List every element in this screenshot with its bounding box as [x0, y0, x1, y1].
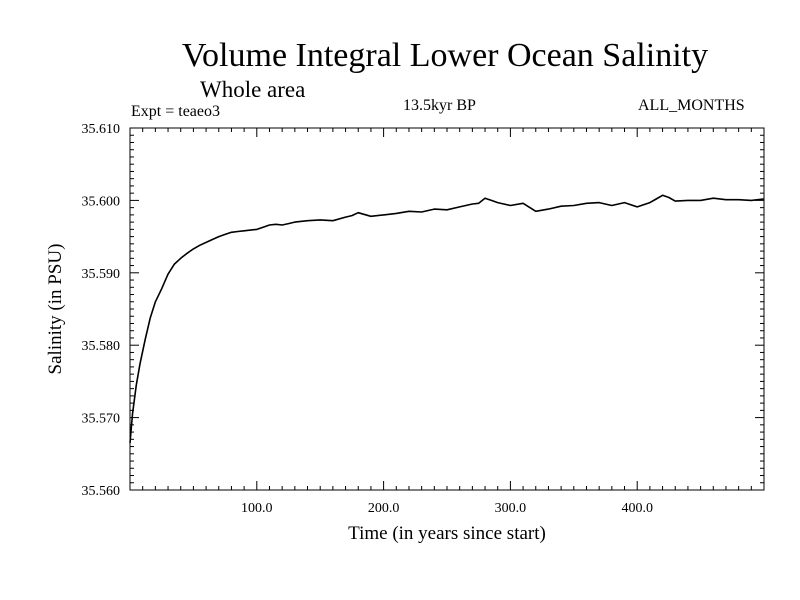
- y-tick-label: 35.570: [82, 412, 121, 427]
- chart-title: Volume Integral Lower Ocean Salinity: [181, 37, 709, 74]
- y-axis-ticks: 35.560 35.570 35.580 35.590 35.600 35.610: [82, 122, 764, 499]
- x-axis-label: Time (in years since start): [348, 523, 546, 544]
- x-tick-label: 400.0: [621, 501, 653, 516]
- period-label: 13.5kyr BP: [403, 97, 476, 114]
- x-tick-label: 100.0: [241, 501, 273, 516]
- y-tick-label: 35.610: [82, 122, 121, 137]
- salinity-series-line: [129, 194, 765, 443]
- y-tick-label: 35.590: [82, 267, 121, 282]
- y-axis-label: Salinity (in PSU): [45, 244, 66, 375]
- experiment-label: Expt = teaeo3: [131, 103, 220, 120]
- months-label: ALL_MONTHS: [638, 97, 745, 114]
- chart-subtitle: Whole area: [200, 77, 306, 102]
- plot-frame: [129, 127, 765, 491]
- x-tick-label: 200.0: [368, 501, 400, 516]
- x-tick-label: 300.0: [495, 501, 527, 516]
- y-tick-label: 35.560: [82, 484, 121, 499]
- y-tick-label: 35.580: [82, 339, 121, 354]
- minor-ticks: [130, 128, 764, 490]
- x-axis-ticks: 100.0 200.0 300.0 400.0: [241, 128, 653, 516]
- y-tick-label: 35.600: [82, 194, 121, 209]
